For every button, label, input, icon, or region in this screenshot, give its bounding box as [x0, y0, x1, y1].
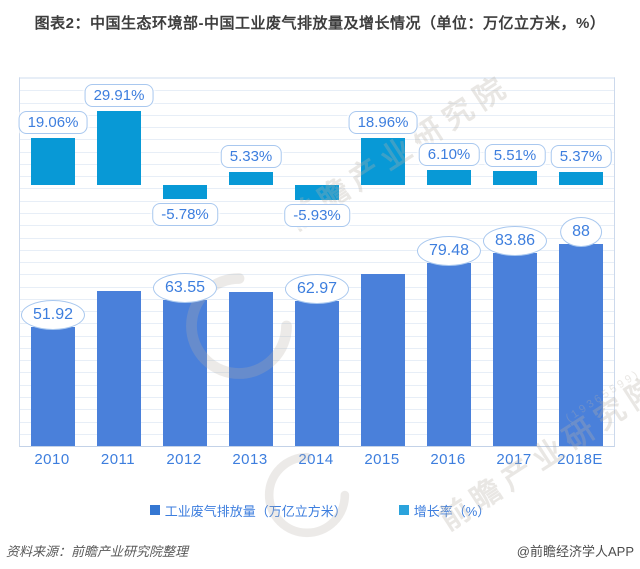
legend-label: 增长率（%）	[413, 503, 491, 519]
footer: 资料来源：前瞻产业研究院整理 @前瞻经济学人APP	[6, 541, 634, 560]
x-axis-label: 2014	[298, 451, 334, 468]
growth-value-label: 5.37%	[550, 144, 612, 168]
growth-bar	[427, 169, 471, 185]
gridline	[20, 163, 614, 165]
x-axis-label: 2018E	[557, 451, 603, 468]
gridline	[20, 200, 614, 202]
legend: 工业废气排放量（万亿立方米） 增长率（%）	[0, 500, 640, 520]
source-note: 资料来源：前瞻产业研究院整理	[6, 544, 189, 559]
growth-bar	[295, 185, 339, 200]
emission-bar	[295, 301, 339, 446]
growth-bar	[97, 110, 141, 185]
gridline	[20, 249, 614, 251]
x-axis-label: 2011	[100, 451, 136, 468]
growth-bar	[559, 171, 603, 185]
emission-value-label: 88	[560, 216, 602, 247]
emission-value-label: 83.86	[482, 226, 548, 257]
legend-item: 增长率（%）	[398, 501, 491, 520]
legend-label: 工业废气排放量（万亿立方米）	[164, 503, 347, 519]
x-axis-label: 2012	[166, 451, 202, 468]
gridline	[20, 151, 614, 153]
growth-value-label: 5.51%	[484, 144, 546, 168]
growth-bar	[361, 137, 405, 185]
emission-value-label: 63.55	[152, 272, 218, 303]
gridline	[20, 127, 614, 129]
x-axis-label: 2017	[496, 451, 532, 468]
gridline	[20, 78, 614, 79]
plot-area: 51.92 63.55 62.97 79.48 83.86 88 19.06% 29.91% -…	[18, 77, 615, 447]
gridline	[20, 262, 614, 263]
credit: @前瞻经济学人APP	[516, 544, 634, 559]
emission-bar	[163, 299, 207, 446]
emission-bar	[229, 292, 273, 446]
emission-bar	[97, 290, 141, 446]
growth-bar	[493, 171, 537, 185]
emission-bar	[361, 273, 405, 446]
gridline	[20, 237, 614, 239]
emission-value-label: 51.92	[20, 299, 86, 330]
legend-swatch-icon	[149, 505, 160, 515]
growth-value-label: 6.10%	[418, 142, 480, 166]
gridline	[20, 90, 614, 92]
growth-value-label: 19.06%	[18, 110, 88, 134]
growth-bar	[229, 171, 273, 185]
legend-item: 工业废气排放量（万亿立方米）	[149, 501, 347, 520]
growth-value-label: 29.91%	[84, 83, 154, 107]
emission-bar	[493, 253, 537, 446]
emission-value-label: 62.97	[284, 274, 350, 305]
growth-value-label: -5.93%	[284, 203, 350, 227]
x-axis-label: 2010	[34, 451, 70, 468]
emission-bar	[559, 243, 603, 446]
growth-bar	[31, 137, 75, 185]
gridline	[20, 114, 614, 116]
x-axis-label: 2015	[364, 451, 400, 468]
x-axis-label: 2016	[430, 451, 466, 468]
growth-value-label: -5.78%	[152, 203, 218, 227]
legend-swatch-icon	[398, 505, 409, 515]
emission-bar	[427, 263, 471, 446]
gridline	[20, 176, 614, 178]
x-axis-label: 2013	[232, 451, 268, 468]
gridline	[20, 102, 614, 104]
growth-value-label: 18.96%	[348, 110, 418, 134]
chart-title: 图表2：中国生态环境部-中国工业废气排放量及增长情况（单位：万亿立方米，%）	[34, 15, 606, 32]
emission-value-label: 79.48	[416, 236, 482, 267]
growth-bar	[163, 185, 207, 200]
emission-bar	[31, 326, 75, 446]
gridline	[20, 139, 614, 141]
x-axis: 2010 2011 2012 2013 2014 2015 2016 2017 2018E	[19, 451, 613, 471]
growth-value-label: 5.33%	[220, 144, 282, 168]
